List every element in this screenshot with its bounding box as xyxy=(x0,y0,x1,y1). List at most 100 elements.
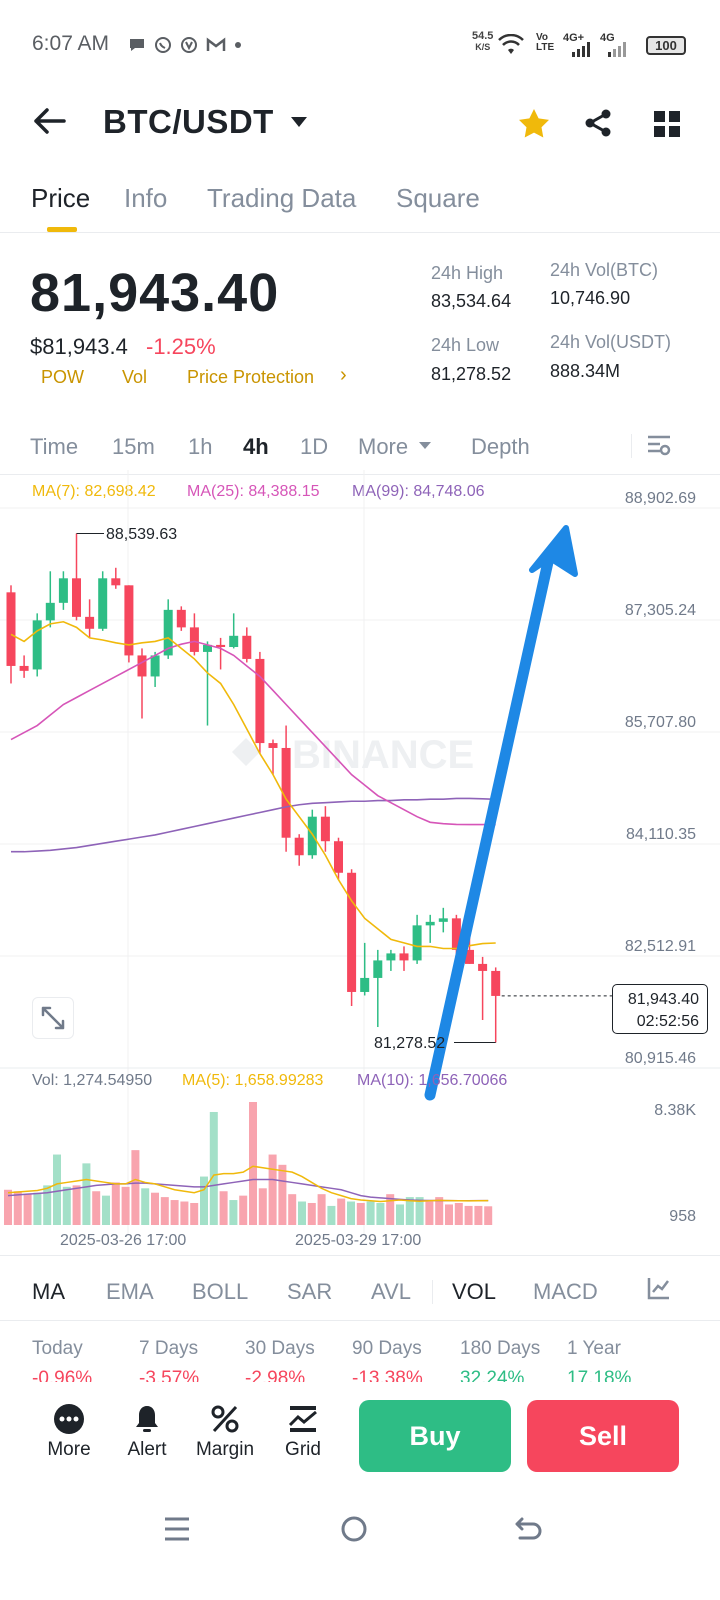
indicator-vol[interactable]: VOL xyxy=(452,1279,497,1304)
indicator-divider xyxy=(432,1280,433,1304)
return-value: 17.18% xyxy=(567,1368,632,1382)
tag-vol[interactable]: Vol xyxy=(122,367,148,387)
last-price: 81,943.40 xyxy=(30,263,280,323)
price-axis-label: 80,915.46 xyxy=(624,1050,696,1067)
volume-bar xyxy=(229,1200,238,1225)
candle-body xyxy=(203,644,212,652)
signal-icon-2 xyxy=(608,42,626,57)
volume-bar xyxy=(405,1197,414,1225)
percent-icon xyxy=(211,1405,239,1433)
volume-bar xyxy=(151,1192,159,1225)
recent-apps-icon[interactable] xyxy=(163,1515,191,1543)
volume-bar xyxy=(111,1182,120,1225)
volume-bar xyxy=(347,1201,355,1225)
low-label: 24h Low xyxy=(431,335,500,355)
tab-square[interactable]: Square xyxy=(396,183,480,213)
candle-body xyxy=(137,655,147,677)
candle-body xyxy=(412,925,422,961)
price-axis-label: 85,707.80 xyxy=(624,714,696,731)
candle-body xyxy=(242,635,252,659)
price-axis-label: 82,512.91 xyxy=(624,938,696,955)
high-label: 24h High xyxy=(431,263,504,283)
tag-pow[interactable]: POW xyxy=(41,367,84,387)
tabs-divider xyxy=(0,232,720,233)
indicator-macd[interactable]: MACD xyxy=(533,1279,598,1304)
chart-settings-icon[interactable] xyxy=(646,433,672,459)
margin-button[interactable]: Margin xyxy=(190,1403,260,1461)
candle-body xyxy=(386,953,396,961)
share-icon[interactable] xyxy=(583,108,613,138)
candle-body xyxy=(360,977,370,992)
grid-bot-icon xyxy=(288,1406,317,1432)
star-icon[interactable] xyxy=(518,108,550,138)
pair-title[interactable]: BTC/USDT xyxy=(103,103,274,140)
volume-bar xyxy=(170,1200,179,1225)
home-icon[interactable] xyxy=(340,1515,368,1543)
alert-label: Alert xyxy=(127,1439,167,1460)
current-price-tag: 81,943.40 02:52:56 xyxy=(612,984,708,1034)
grid-button[interactable]: Grid xyxy=(268,1403,338,1461)
sell-button[interactable]: Sell xyxy=(527,1400,679,1472)
candle-body xyxy=(425,921,435,926)
interval-time[interactable]: Time xyxy=(30,434,79,459)
dropdown-caret-icon[interactable] xyxy=(290,116,308,128)
buy-button[interactable]: Buy xyxy=(359,1400,511,1472)
vol-usdt-value: 888.34M xyxy=(550,361,621,381)
return-label: 1 Year xyxy=(567,1338,621,1359)
interval-1d[interactable]: 1D xyxy=(300,434,329,459)
binance-logo-icon xyxy=(232,738,260,766)
volume-bar xyxy=(258,1188,267,1225)
volume-bar xyxy=(190,1202,199,1225)
volume-bar xyxy=(209,1111,218,1225)
indicator-ma[interactable]: MA xyxy=(32,1279,65,1304)
candle-body xyxy=(32,620,42,670)
more-label: More xyxy=(47,1439,91,1460)
expand-chart-button[interactable] xyxy=(32,997,74,1039)
active-tab-indicator xyxy=(47,227,77,232)
signal-icon-1 xyxy=(572,42,590,57)
tab-trading-data[interactable]: Trading Data xyxy=(207,183,357,213)
alert-button[interactable]: Alert xyxy=(112,1403,182,1461)
grid-menu-icon[interactable] xyxy=(653,110,681,138)
chat-bubble-icon xyxy=(130,39,144,51)
indicator-sar[interactable]: SAR xyxy=(287,1279,333,1304)
more-caret-icon[interactable] xyxy=(418,441,432,450)
candle-body xyxy=(58,578,68,603)
candlestick-chart[interactable]: BINANCE xyxy=(0,470,720,1260)
candle-body xyxy=(334,841,343,873)
interval-more[interactable]: More xyxy=(358,434,409,459)
current-price-value: 81,943.40 xyxy=(627,991,699,1008)
tab-info[interactable]: Info xyxy=(124,183,168,213)
return-value: -13.38% xyxy=(352,1368,423,1382)
indicator-avl[interactable]: AVL xyxy=(371,1279,411,1304)
interval-depth[interactable]: Depth xyxy=(471,434,530,459)
return-label: 180 Days xyxy=(460,1338,541,1359)
candle-body xyxy=(150,655,160,677)
interval-15m[interactable]: 15m xyxy=(112,434,155,459)
tab-price[interactable]: Price xyxy=(31,183,91,213)
tag-price-protection[interactable]: Price Protection xyxy=(187,367,315,387)
volume-bar xyxy=(131,1150,140,1225)
interval-1h[interactable]: 1h xyxy=(188,434,213,459)
indicator-ema[interactable]: EMA xyxy=(106,1279,154,1304)
return-label: 7 Days xyxy=(139,1338,199,1359)
candle-body xyxy=(320,816,330,842)
price-axis-label: 87,305.24 xyxy=(624,602,696,619)
nav-back-icon[interactable] xyxy=(514,1515,544,1543)
indicator-settings-icon[interactable] xyxy=(647,1276,671,1300)
candle-body xyxy=(124,585,134,656)
volume-bar xyxy=(239,1195,248,1225)
candle-body xyxy=(176,609,186,628)
interval-4h[interactable]: 4h xyxy=(243,434,269,459)
candle-body xyxy=(6,592,16,666)
indicator-boll[interactable]: BOLL xyxy=(192,1279,249,1304)
chevron-right-icon[interactable]: › xyxy=(340,364,347,386)
volume-bar xyxy=(249,1102,257,1225)
margin-label: Margin xyxy=(195,1439,255,1460)
back-arrow-icon[interactable] xyxy=(32,106,66,136)
more-button[interactable]: More xyxy=(34,1403,104,1461)
volume-bar xyxy=(376,1202,385,1225)
volume-bar xyxy=(219,1191,228,1225)
volume-bar xyxy=(200,1176,208,1225)
volume-bar xyxy=(82,1163,91,1225)
